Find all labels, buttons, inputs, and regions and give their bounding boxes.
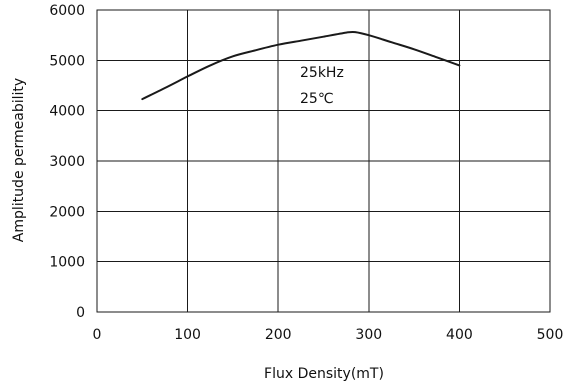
x-tick-label: 100 bbox=[174, 327, 201, 343]
x-tick-label: 200 bbox=[265, 327, 292, 343]
y-tick-label: 2000 bbox=[49, 204, 85, 220]
y-tick-label: 5000 bbox=[49, 53, 85, 69]
x-tick-label: 400 bbox=[446, 327, 473, 343]
annotations: 25kHz 25℃ bbox=[300, 65, 344, 107]
y-tick-label: 0 bbox=[76, 305, 85, 321]
y-tick-label: 4000 bbox=[49, 104, 85, 120]
y-tick-label: 1000 bbox=[49, 255, 85, 271]
y-tick-label: 3000 bbox=[49, 154, 85, 170]
annotation-label: 25kHz bbox=[300, 65, 344, 81]
y-tick-labels: 0 1000 2000 3000 4000 5000 6000 bbox=[49, 3, 85, 321]
annotation-label: 25℃ bbox=[300, 91, 334, 107]
series-layer bbox=[141, 30, 461, 101]
x-tick-label: 500 bbox=[537, 327, 564, 343]
x-axis-title: Flux Density(mT) bbox=[264, 366, 384, 382]
x-tick-labels: 0 100 200 300 400 500 bbox=[93, 327, 564, 343]
x-tick-label: 0 bbox=[93, 327, 102, 343]
y-tick-label: 6000 bbox=[49, 3, 85, 19]
y-axis-title: Amplitude permeability bbox=[11, 78, 27, 242]
x-tick-label: 300 bbox=[355, 327, 382, 343]
grid bbox=[97, 10, 550, 312]
series-line-0 bbox=[141, 30, 461, 101]
plot-frame bbox=[96, 9, 551, 313]
